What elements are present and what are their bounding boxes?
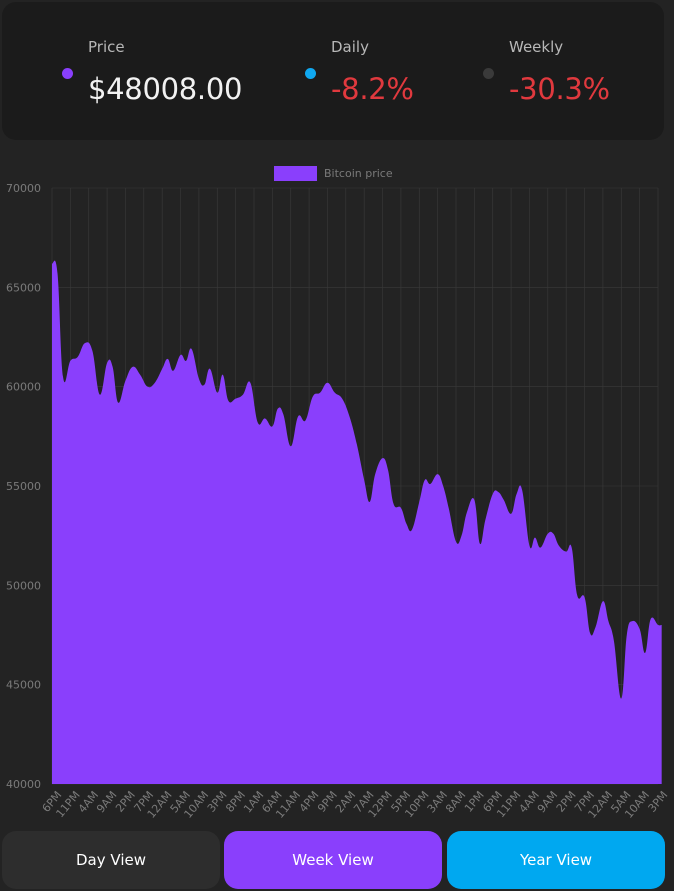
chart-legend[interactable]: Bitcoin price [274, 166, 393, 181]
y-tick-label: 70000 [6, 182, 41, 195]
y-axis: 40000 45000 50000 55000 60000 65000 70000 [6, 182, 41, 791]
y-tick-label: 40000 [6, 778, 41, 791]
price-dot-icon [62, 68, 73, 79]
legend-swatch [274, 166, 317, 181]
day-view-button[interactable]: Day View [2, 831, 220, 889]
chart-canvas: 40000 45000 50000 55000 60000 65000 70000 6PM1… [0, 152, 674, 822]
year-view-button[interactable]: Year View [447, 831, 665, 889]
daily-dot-icon [305, 68, 316, 79]
y-tick-label: 65000 [6, 281, 41, 294]
weekly-change-value: -30.3% [509, 72, 610, 106]
y-tick-label: 60000 [6, 381, 41, 394]
x-tick-label: 3PM [646, 789, 671, 815]
bitcoin-price-chart: 40000 45000 50000 55000 60000 65000 70000 6PM 1… [0, 152, 674, 822]
price-value: $48008.00 [88, 72, 242, 106]
legend-label: Bitcoin price [324, 167, 393, 180]
y-tick-label: 50000 [6, 579, 41, 592]
weekly-dot-icon [483, 68, 494, 79]
week-view-button[interactable]: Week View [224, 831, 442, 889]
y-tick-label: 45000 [6, 679, 41, 692]
price-label: Price [88, 38, 125, 56]
bitcoin-price-area[interactable] [52, 261, 662, 784]
y-tick-label: 55000 [6, 480, 41, 493]
x-axis: 6PM11PM4AM9AM2PM7PM12AM5AM10AM3PM8PM1AM6… [40, 789, 671, 821]
chart-area-series [52, 261, 662, 784]
price-stats-card: Price $48008.00 Daily -8.2% Weekly -30.3… [2, 2, 664, 140]
daily-change-value: -8.2% [331, 72, 414, 106]
weekly-label: Weekly [509, 38, 563, 56]
daily-label: Daily [331, 38, 369, 56]
